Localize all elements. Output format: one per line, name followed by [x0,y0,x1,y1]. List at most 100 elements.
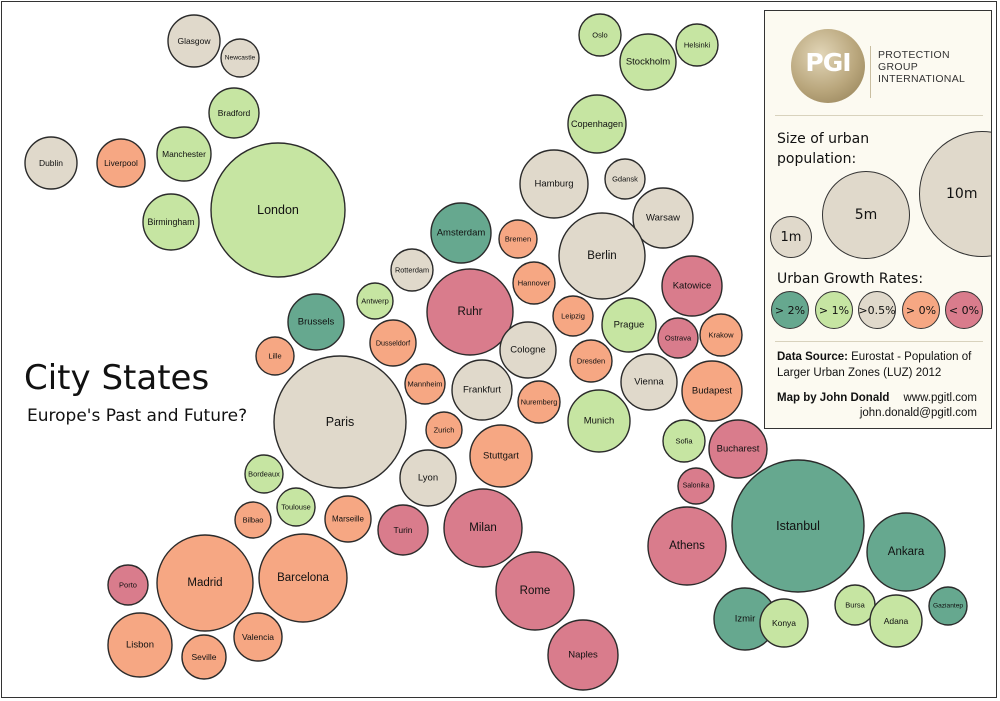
size-legend-5m-label: 5m [854,207,878,223]
city-circle-cologne [499,321,557,379]
city-bubble-bursa: Bursa [834,584,876,626]
city-circle-valencia [233,612,283,662]
city-bubble-rotterdam: Rotterdam [390,248,434,292]
size-legend-1m: 1m [770,216,812,258]
city-circle-marseille [324,495,372,543]
city-bubble-bordeaux: Bordeaux [244,454,284,494]
city-bubble-adana: Adana [869,594,923,648]
city-circle-turin [377,504,429,556]
city-circle-rome [495,551,575,631]
city-circle-ostrava [657,317,699,359]
city-label-milan: Milan [469,522,496,534]
city-bubble-bucharest: Bucharest [708,419,768,479]
city-circle-gdansk [604,158,646,200]
city-bubble-budapest: Budapest [681,360,743,422]
city-label-brussels: Brussels [298,317,335,328]
city-bubble-dublin: Dublin [24,136,78,190]
city-label-rome: Rome [520,585,551,597]
city-label-dusseldorf: Dusseldorf [376,339,410,348]
city-bubble-vienna: Vienna [620,353,678,411]
city-label-glasgow: Glasgow [177,36,211,46]
city-label-copenhagen: Copenhagen [571,119,623,129]
email-link[interactable]: john.donald@pgitl.com [859,407,977,419]
city-circle-amsterdam [430,202,492,264]
city-circle-katowice [661,255,723,317]
city-bubble-zurich: Zurich [425,411,463,449]
city-label-hannover: Hannover [518,279,551,288]
city-bubble-seville: Seville [181,634,227,680]
city-label-cologne: Cologne [510,345,545,356]
city-label-london: London [257,203,299,217]
city-bubble-newcastle: Newcastle [220,38,260,78]
growth-legend-heading: Urban Growth Rates: [777,271,924,287]
website-link[interactable]: www.pgitl.com [903,392,978,404]
city-label-amsterdam: Amsterdam [437,228,486,239]
size-legend-heading-line-2: population: [777,151,857,167]
size-legend-1m-label: 1m [780,229,802,245]
map-subtitle: Europe's Past and Future? [27,406,248,426]
city-label-stockholm: Stockholm [626,57,670,68]
city-bubble-hannover: Hannover [512,261,556,305]
logo-text: PGI [805,48,851,77]
city-circle-leipzig [552,295,594,337]
city-circle-athens [647,506,727,586]
city-bubble-hamburg: Hamburg [519,149,589,219]
city-circle-stuttgart [469,424,533,488]
city-bubble-salonika: Salonika [677,467,715,505]
city-label-lyon: Lyon [418,473,438,484]
city-circle-mannheim [404,363,446,405]
city-label-manchester: Manchester [162,149,206,159]
city-circle-dublin [24,136,78,190]
city-circle-lisbon [107,612,173,678]
city-bubble-birmingham: Birmingham [142,193,200,251]
city-label-krakow: Krakow [708,331,734,340]
city-label-warsaw: Warsaw [646,213,680,224]
growth-legend-gt2-label: > 2% [774,303,806,317]
city-circle-naples [547,619,619,691]
city-bubble-rome: Rome [495,551,575,631]
city-circle-gaziantep [928,586,968,626]
city-label-adana: Adana [884,616,909,626]
city-circle-vienna [620,353,678,411]
city-circle-liverpool [96,138,146,188]
data-source-text: Eurostat - Population of [847,351,972,363]
city-bubble-copenhagen: Copenhagen [567,94,627,154]
city-label-munich: Munich [584,416,615,427]
city-label-leipzig: Leipzig [561,312,585,321]
city-bubble-turin: Turin [377,504,429,556]
city-bubble-sofia: Sofia [662,419,706,463]
city-bubble-antwerp: Antwerp [356,282,394,320]
city-circle-london [210,142,346,278]
city-bubble-ankara: Ankara [866,512,946,592]
city-circle-seville [181,634,227,680]
growth-legend-gt05-label: >0.5% [858,303,896,317]
org-name-line-2: GROUP [878,61,919,73]
city-bubble-bradford: Bradford [208,87,260,139]
city-circle-bordeaux [244,454,284,494]
city-label-gdansk: Gdansk [612,175,638,184]
city-bubble-gdansk: Gdansk [604,158,646,200]
size-legend-5m: 5m [822,171,910,259]
growth-legend-gt1: > 1% [815,291,853,329]
city-bubble-dresden: Dresden [569,339,613,383]
city-bubble-konya: Konya [759,598,809,648]
city-label-liverpool: Liverpool [104,158,138,168]
city-circle-krakow [699,313,743,357]
org-name-line-1: PROTECTION [878,49,950,61]
size-legend-10m: 10m [919,131,991,257]
data-source-label: Data Source: [777,351,848,363]
city-circle-porto [107,564,149,606]
city-circle-copenhagen [567,94,627,154]
city-label-turin: Turin [393,525,412,535]
city-label-nuremberg: Nuremberg [521,398,558,407]
city-circle-manchester [156,126,212,182]
city-bubble-brussels: Brussels [287,293,345,351]
city-label-naples: Naples [568,650,598,661]
growth-legend-gt2: > 2% [771,291,809,329]
city-circle-budapest [681,360,743,422]
city-circle-warsaw [632,187,694,249]
city-circle-adana [869,594,923,648]
legend-divider-2 [775,341,983,342]
